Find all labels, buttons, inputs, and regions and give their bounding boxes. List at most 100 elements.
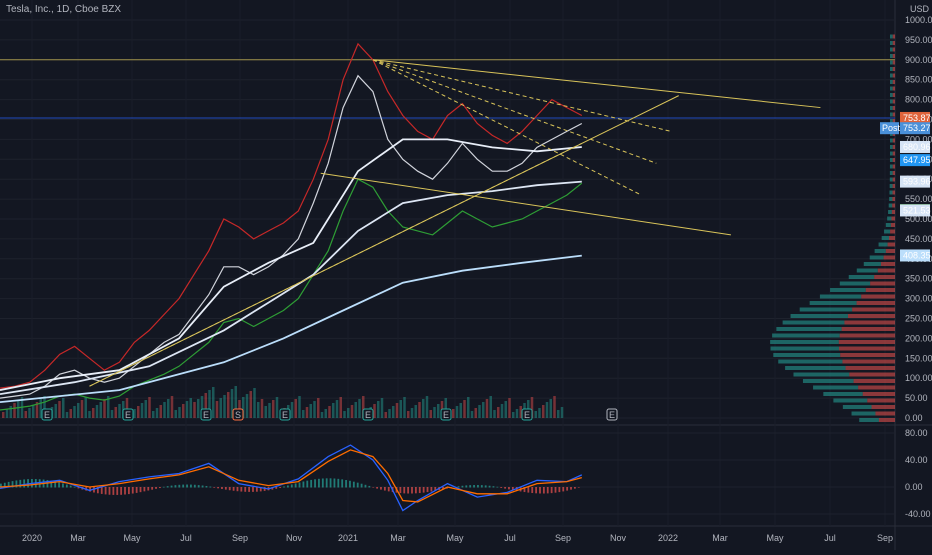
osc-histogram-bar xyxy=(310,479,313,488)
volume-bar xyxy=(125,398,129,418)
volume-bar xyxy=(227,392,230,418)
volume-bar xyxy=(167,399,170,418)
osc-histogram-bar xyxy=(473,484,475,488)
osc-histogram-bar xyxy=(325,478,328,488)
volume-bar xyxy=(377,401,380,418)
time-tick-label: Nov xyxy=(286,533,303,543)
volume-profile-bar xyxy=(881,236,890,240)
volume-bar xyxy=(294,399,297,418)
signal-line xyxy=(0,449,582,503)
volume-profile-bar xyxy=(885,249,895,253)
volume-profile-bar xyxy=(867,398,895,403)
price-tag-label: 753.27 xyxy=(903,123,931,133)
volume-profile-bar xyxy=(892,41,895,45)
volume-bar xyxy=(65,412,69,418)
volume-bar xyxy=(384,412,387,418)
volume-profile-bar xyxy=(776,327,842,331)
osc-histogram-bar xyxy=(573,487,576,489)
osc-histogram-bar xyxy=(23,479,26,488)
osc-histogram-bar xyxy=(376,487,378,489)
osc-histogram-bar xyxy=(159,487,161,489)
osc-histogram-bar xyxy=(508,487,510,490)
volume-profile-bar xyxy=(892,138,895,143)
volume-bar xyxy=(212,387,215,418)
volume-profile-bar xyxy=(877,268,895,273)
price-tick-label: 950.00 xyxy=(905,35,932,45)
volume-bar xyxy=(144,400,147,418)
volume-bar xyxy=(174,410,177,418)
volume-profile-bar xyxy=(874,275,895,279)
volume-profile-bar xyxy=(892,106,895,110)
volume-bar xyxy=(557,410,560,418)
osc-histogram-bar xyxy=(554,487,557,493)
volume-bar xyxy=(358,399,361,418)
osc-histogram-bar xyxy=(546,487,549,494)
volume-bar xyxy=(155,408,159,418)
volume-bar xyxy=(264,406,267,418)
volume-bar xyxy=(88,411,91,418)
osc-histogram-bar xyxy=(341,479,344,488)
osc-histogram-bar xyxy=(477,484,479,488)
earnings-marker-badge xyxy=(606,408,618,421)
earnings-marker-badge xyxy=(122,408,134,421)
volume-bar xyxy=(99,402,102,418)
osc-histogram-bar xyxy=(166,486,169,488)
volume-profile-bar xyxy=(859,418,879,422)
price-tag xyxy=(900,175,930,188)
volume-bar xyxy=(549,399,552,418)
price-tick-label: 500.00 xyxy=(905,214,932,224)
osc-histogram-bar xyxy=(182,484,185,488)
volume-profile-bar xyxy=(793,372,850,377)
osc-histogram-bar xyxy=(236,487,239,492)
earnings-marker-badge xyxy=(41,408,53,421)
osc-histogram-bar xyxy=(69,485,72,488)
volume-profile-bar xyxy=(889,34,893,39)
osc-histogram-bar xyxy=(217,487,219,489)
osc-histogram-bar xyxy=(131,487,134,494)
volume-profile-bar xyxy=(884,229,891,234)
osc-histogram-bar xyxy=(434,487,437,491)
price-tick-label: 350.00 xyxy=(905,274,932,284)
volume-bar xyxy=(268,403,271,418)
earnings-marker-badge xyxy=(200,408,212,421)
volume-bar xyxy=(182,404,185,418)
osc-histogram-bar xyxy=(484,485,487,488)
osc-histogram-bar xyxy=(349,480,351,488)
osc-histogram-bar xyxy=(418,487,421,494)
trend-line xyxy=(372,59,657,164)
osc-histogram-bar xyxy=(333,478,336,488)
volume-bar xyxy=(328,406,331,418)
volume-profile-bar xyxy=(889,151,893,156)
volume-profile-bar xyxy=(802,379,854,383)
volume-profile-bar xyxy=(892,177,895,182)
volume-bar xyxy=(474,408,477,418)
volume-bar xyxy=(28,408,31,418)
osc-histogram-bar xyxy=(535,487,538,494)
volume-bar xyxy=(84,397,87,418)
volume-profile-bar xyxy=(842,405,872,409)
macd-line xyxy=(0,444,583,512)
volume-profile-bar xyxy=(853,379,895,383)
volume-bar xyxy=(350,405,354,418)
volume-bar xyxy=(197,399,200,418)
volume-profile-bar xyxy=(845,366,895,370)
volume-bar xyxy=(193,402,196,418)
volume-bar xyxy=(538,408,541,418)
volume-profile-bar xyxy=(889,236,895,240)
volume-bar xyxy=(324,409,327,418)
osc-histogram-bar xyxy=(298,482,301,488)
volume-bar xyxy=(69,409,72,418)
osc-histogram-bar xyxy=(112,487,115,495)
volume-bar xyxy=(249,391,252,418)
volume-bar xyxy=(159,405,162,418)
earnings-marker-badge xyxy=(440,408,452,421)
volume-bar xyxy=(298,396,301,418)
volume-profile-bar xyxy=(813,385,859,390)
volume-bar xyxy=(305,407,309,418)
osc-histogram-bar xyxy=(407,487,410,494)
volume-profile-bar xyxy=(892,93,895,97)
volume-profile-bar xyxy=(773,353,841,357)
time-tick-label: May xyxy=(766,533,784,543)
